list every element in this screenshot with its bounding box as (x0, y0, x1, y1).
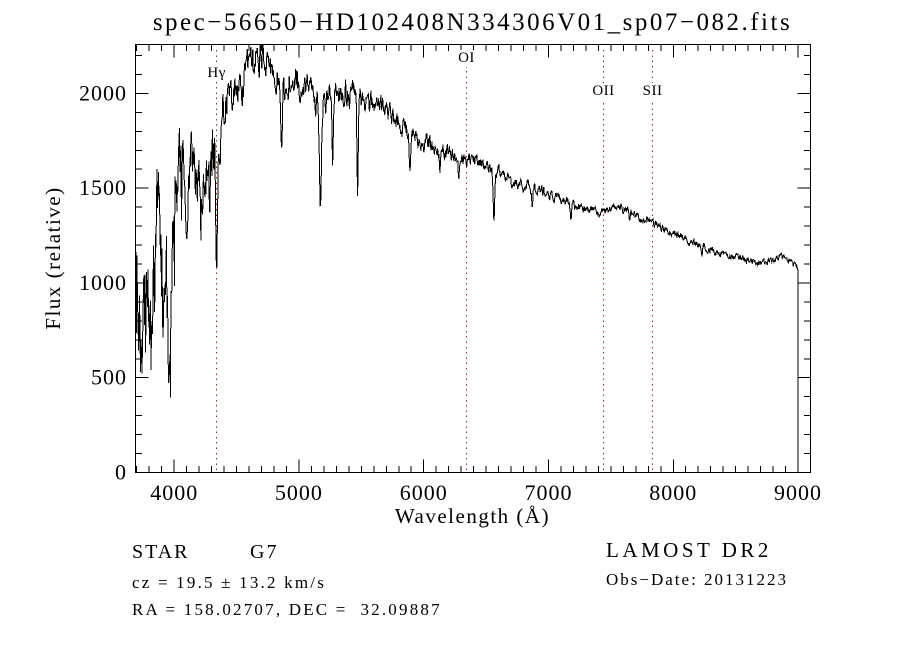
y-tick-label: 2000 (79, 80, 127, 105)
observation-date: Obs−Date: 20131223 (606, 570, 789, 589)
x-axis-label: Wavelength (Å) (394, 504, 551, 528)
y-tick-label: 1500 (79, 175, 127, 200)
plot-title: spec−56650−HD102408N334306V01_sp07−082.f… (152, 9, 793, 36)
spectral-line-label-sii: SII (640, 83, 665, 100)
x-tick-label: 5000 (275, 480, 323, 505)
x-tick-label: 6000 (400, 480, 448, 505)
survey-name: LAMOST DR2 (606, 538, 772, 562)
spectral-line-label-oii: OII (590, 83, 617, 100)
object-subclass: G7 (250, 541, 279, 563)
y-tick-label: 0 (115, 460, 127, 485)
object-class: STAR (132, 541, 190, 563)
cz-velocity: cz = 19.5 ± 13.2 km/s (132, 573, 327, 592)
y-axis-label: Flux (relative) (41, 186, 65, 330)
spectral-line-label-oi: OI (456, 50, 477, 67)
x-tick-label: 8000 (649, 480, 697, 505)
plot-frame (135, 44, 811, 473)
y-tick-label: 1000 (79, 270, 127, 295)
ra-dec-coordinates: RA = 158.02707, DEC = 32.09887 (132, 600, 442, 619)
x-tick-label: 7000 (525, 480, 573, 505)
spectrum-trace (135, 44, 799, 468)
y-tick-label: 500 (91, 365, 127, 390)
spectral-line-label-hgamma: Hγ (205, 65, 228, 82)
x-tick-label: 9000 (774, 480, 822, 505)
axis-ticks (135, 44, 811, 473)
x-tick-label: 4000 (150, 480, 198, 505)
